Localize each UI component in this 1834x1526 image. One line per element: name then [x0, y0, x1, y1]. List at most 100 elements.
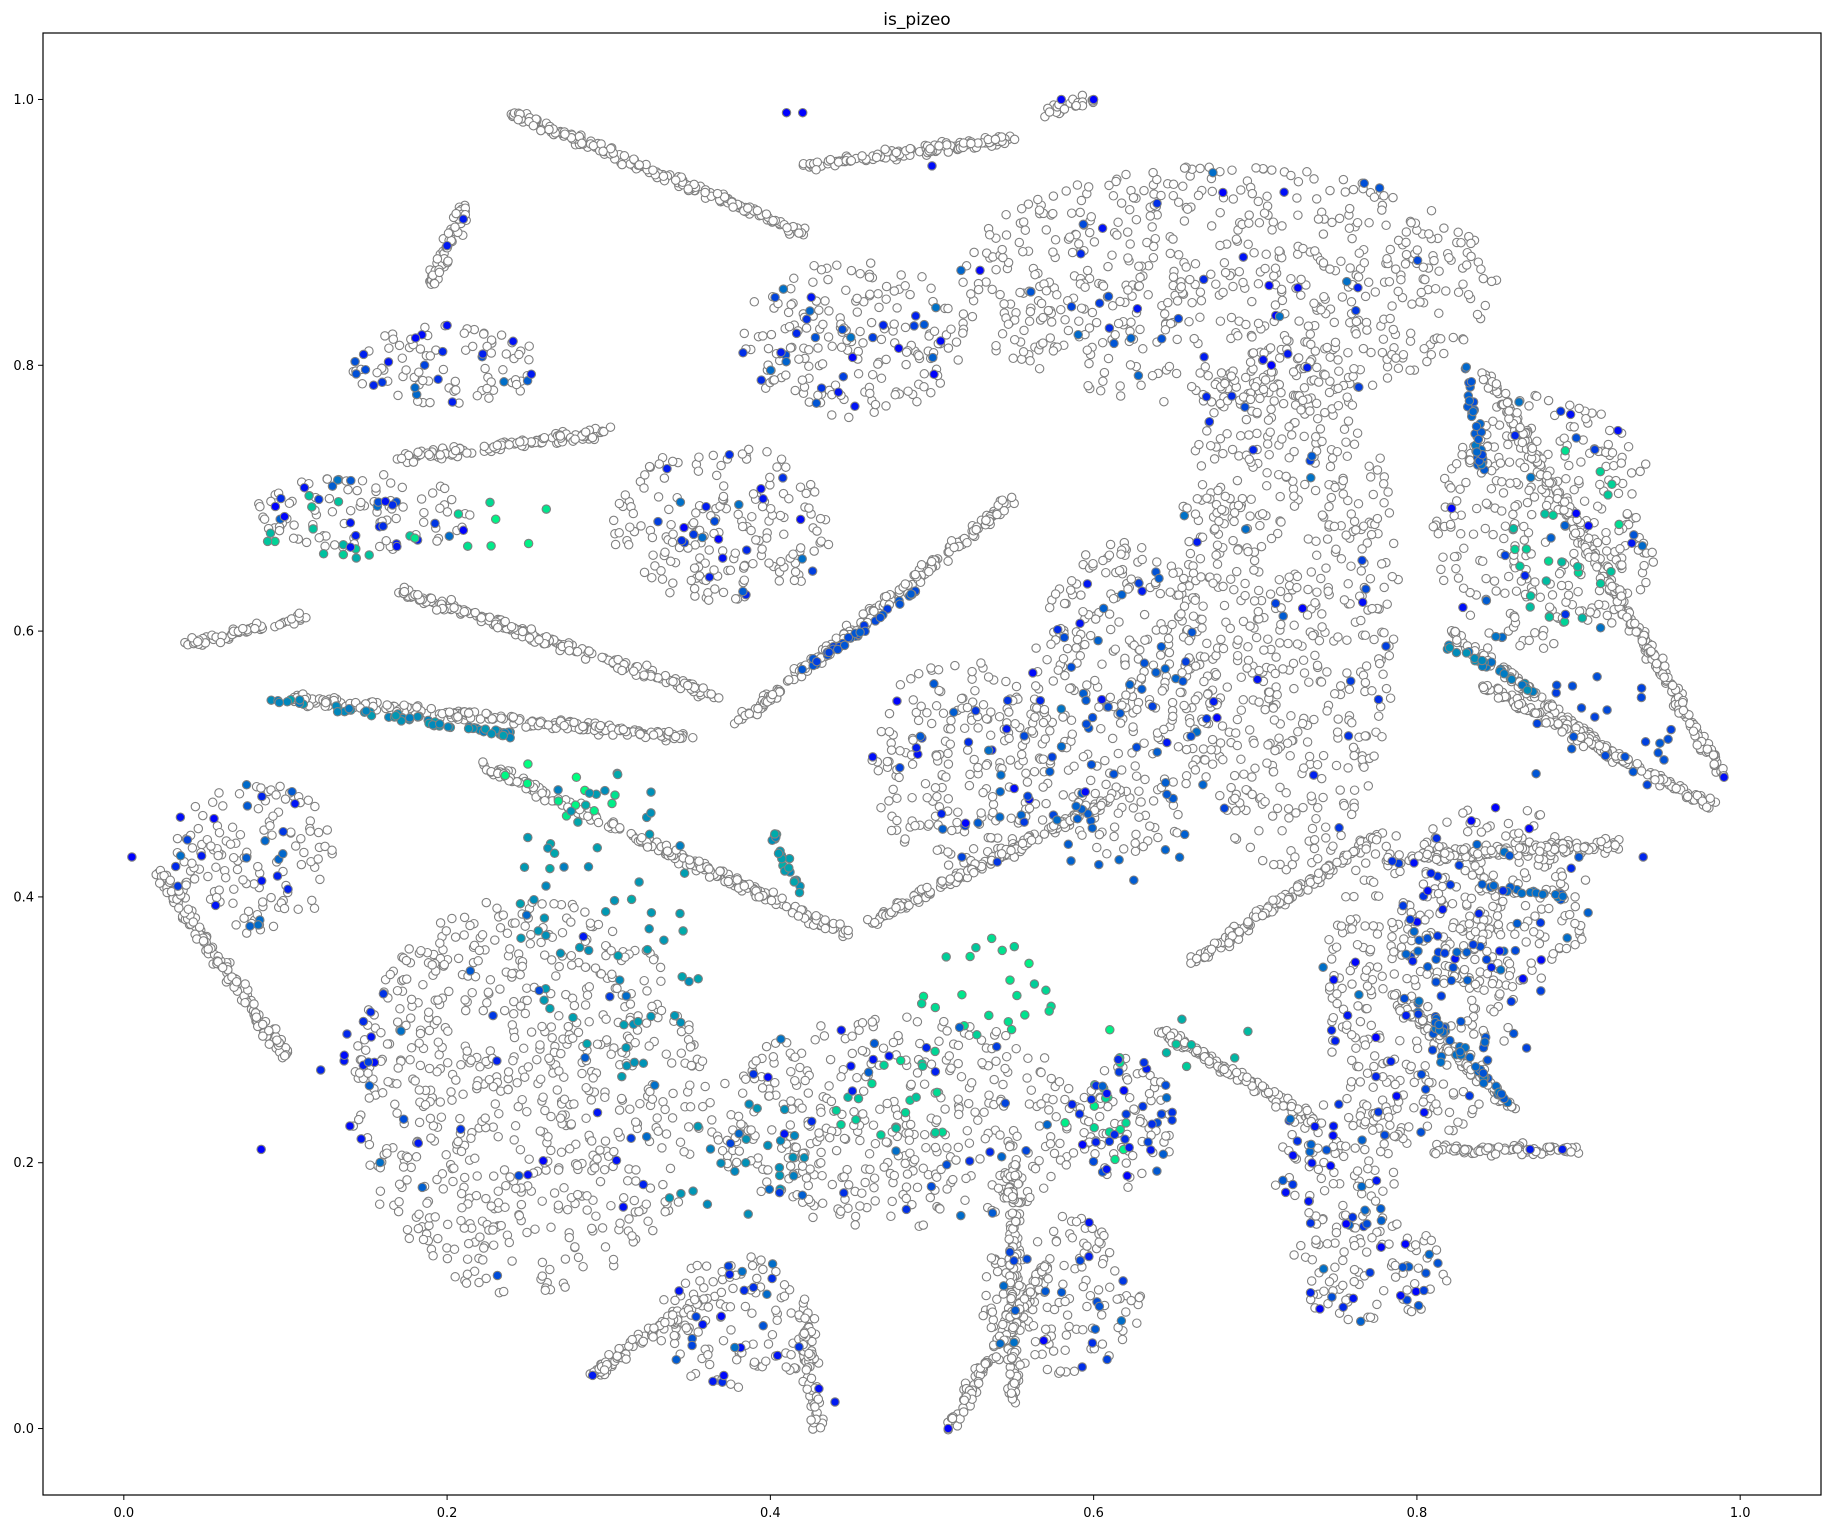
scatter-point-background — [551, 971, 561, 981]
scatter-point-background — [1036, 298, 1047, 309]
scatter-point-background — [1016, 749, 1027, 760]
scatter-point-background — [1504, 457, 1515, 467]
scatter-point-background — [406, 994, 417, 1005]
scatter-point-background — [1030, 1163, 1041, 1174]
scatter-point-background — [1290, 1190, 1300, 1201]
scatter-point-background — [357, 379, 368, 389]
scatter-point-background — [1168, 272, 1179, 282]
scatter-point-background — [1148, 796, 1159, 806]
scatter-point-background — [1369, 1051, 1380, 1061]
scatter-point-background — [628, 508, 639, 519]
scatter-point-background — [689, 563, 700, 573]
scatter-point-background — [1241, 319, 1251, 330]
scatter-point-background — [1030, 681, 1041, 691]
scatter-point-background — [786, 1308, 796, 1318]
scatter-point-background — [458, 1089, 468, 1100]
scatter-point-background — [1349, 439, 1360, 450]
scatter-point-background — [397, 353, 408, 363]
scatter-point-background — [858, 1086, 869, 1096]
scatter-point-background — [1366, 1020, 1377, 1031]
scatter-point-background — [855, 326, 865, 337]
scatter-point-background — [655, 962, 666, 973]
scatter-point-background — [1522, 497, 1533, 508]
scatter-point-background — [1254, 826, 1264, 836]
scatter-point-background — [1220, 491, 1231, 502]
scatter-point-background — [816, 1021, 826, 1031]
scatter-point-background — [1239, 769, 1249, 779]
scatter-point-background — [424, 1025, 435, 1036]
scatter-point-background — [1305, 406, 1315, 416]
scatter-point-background — [385, 478, 396, 488]
scatter-point-background — [1341, 437, 1351, 447]
scatter-point-background — [879, 1162, 889, 1172]
scatter-point-background — [987, 791, 998, 802]
scatter-point-background — [441, 1150, 451, 1160]
scatter-point-background — [1105, 692, 1116, 703]
scatter-point-background — [1058, 653, 1069, 664]
scatter-point-background — [875, 1104, 885, 1115]
scatter-point-background — [505, 944, 515, 954]
scatter-point-background — [590, 1163, 600, 1173]
scatter-point-background — [1225, 623, 1236, 634]
scatter-point-background — [1369, 192, 1380, 202]
scatter-point-background — [1030, 1336, 1041, 1347]
scatter-point-background — [815, 513, 826, 524]
scatter-point-background — [1314, 635, 1325, 646]
scatter-point-background — [1069, 761, 1079, 772]
scatter-point-background — [1406, 1061, 1416, 1072]
scatter-point-background — [779, 1291, 790, 1302]
scatter-point-background — [490, 935, 500, 945]
scatter-point-background — [1168, 190, 1179, 201]
scatter-point-background — [1312, 802, 1323, 813]
scatter-point-background — [443, 1026, 453, 1036]
scatter-point-background — [539, 950, 550, 960]
scatter-point-background — [953, 355, 963, 365]
scatter-point-background — [751, 535, 761, 545]
scatter-point-background — [1045, 1139, 1056, 1149]
scatter-point-background — [1113, 808, 1124, 819]
scatter-point-background — [1084, 323, 1095, 333]
scatter-point-background — [1049, 1148, 1060, 1159]
scatter-point-background — [836, 342, 847, 353]
scatter-point-background — [664, 504, 674, 515]
scatter-point-background — [1352, 428, 1363, 438]
scatter-point-background — [1195, 287, 1206, 297]
scatter-point-background — [1037, 815, 1048, 825]
scatter-point-background — [790, 1075, 800, 1086]
scatter-point-background — [1329, 521, 1340, 532]
scatter-point-background — [728, 1283, 738, 1294]
scatter-point-background — [1016, 203, 1027, 214]
scatter-point-background — [1466, 238, 1476, 249]
scatter-point-background — [763, 343, 774, 354]
scatter-point-background — [1271, 652, 1281, 662]
scatter-point-background — [1067, 247, 1078, 258]
scatter-point-background — [511, 379, 522, 390]
scatter-point-background — [1344, 684, 1355, 695]
scatter-point-background — [904, 1135, 915, 1146]
scatter-point-background — [253, 803, 264, 814]
scatter-point-background — [1325, 264, 1335, 274]
scatter-point-background — [1372, 929, 1383, 939]
scatter-point-background — [485, 975, 496, 985]
scatter-point-background — [1255, 520, 1265, 531]
scatter-point-background — [459, 328, 470, 339]
scatter-point-background — [1286, 273, 1296, 284]
scatter-point-background — [1137, 554, 1147, 565]
scatter-point-background — [466, 1133, 476, 1144]
scatter-point-background — [900, 322, 911, 333]
scatter-point-background — [473, 956, 483, 966]
scatter-point-background — [1278, 398, 1289, 409]
scatter-point-background — [1377, 731, 1387, 742]
scatter-point-background — [843, 1180, 854, 1190]
scatter-point-background — [1130, 838, 1140, 848]
scatter-point-background — [1276, 387, 1286, 398]
scatter-point-background — [1267, 811, 1278, 821]
scatter-point-background — [307, 895, 317, 906]
scatter-point-background — [1136, 380, 1146, 391]
scatter-point-background — [786, 1349, 796, 1360]
scatter-point-background — [1311, 194, 1322, 204]
scatter-point-background — [1244, 430, 1254, 440]
scatter-point-background — [881, 281, 892, 292]
scatter-point-background — [912, 396, 922, 407]
scatter-point-background — [1139, 185, 1149, 196]
